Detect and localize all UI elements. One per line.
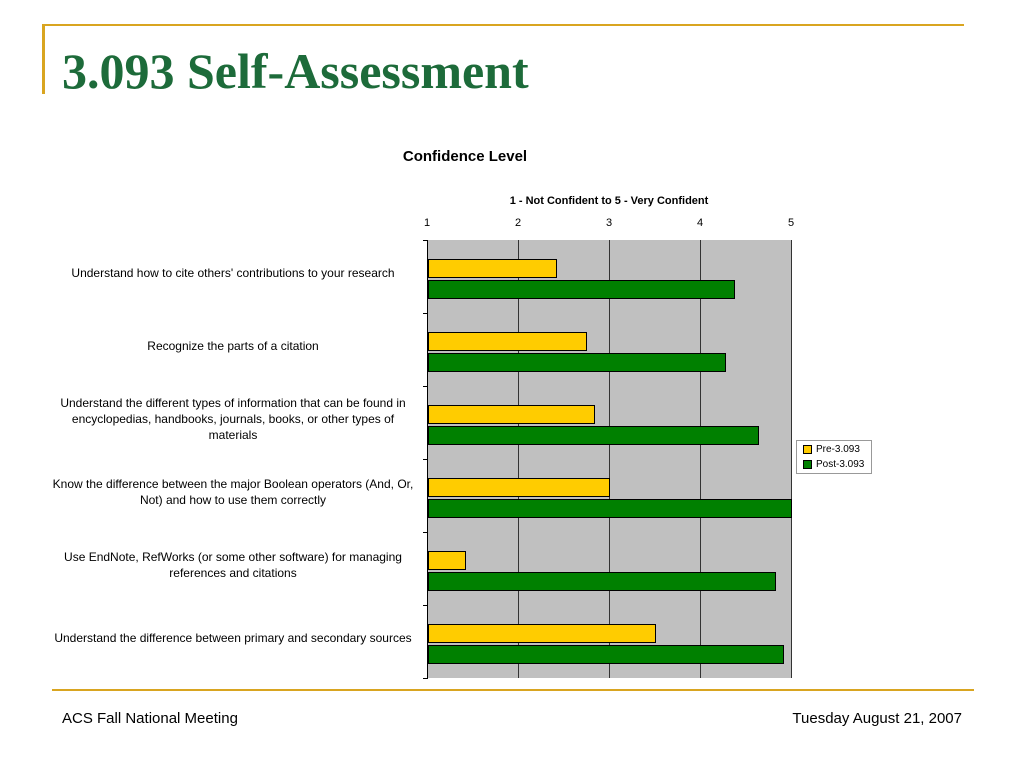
legend-item: Pre-3.093: [803, 443, 860, 456]
bar-pre: [428, 331, 588, 351]
legend-item: Post-3.093: [803, 458, 864, 471]
bar-post: [428, 571, 776, 591]
title-accent-vertical-line: [42, 24, 45, 94]
bar-post: [428, 352, 726, 372]
y-axis-tick: [423, 605, 428, 606]
legend-swatch: [803, 460, 812, 469]
x-tick-label: 4: [696, 217, 704, 229]
category-label: Understand how to cite others' contribut…: [71, 265, 395, 280]
footer-left-text: ACS Fall National Meeting: [62, 710, 238, 727]
category-label: Understand the difference between primar…: [54, 630, 412, 645]
category-label: Recognize the parts of a citation: [147, 338, 319, 353]
plot-area: [423, 240, 792, 679]
bar-pre: [428, 404, 596, 424]
bar-post: [428, 644, 784, 664]
legend-label: Post-3.093: [816, 459, 865, 470]
x-tick-label: 1: [423, 217, 431, 229]
bar-post: [428, 498, 792, 518]
x-gridline: [518, 240, 519, 678]
x-tick-label: 2: [514, 217, 522, 229]
y-axis-tick: [423, 678, 428, 679]
bar-pre: [428, 477, 610, 497]
legend-swatch: [803, 445, 812, 454]
slide-title: 3.093 Self-Assessment: [62, 43, 529, 99]
y-axis-tick: [423, 532, 428, 533]
x-gridline: [609, 240, 610, 678]
y-axis-tick: [423, 240, 428, 241]
bar-post: [428, 279, 735, 299]
chart-title: Confidence Level: [402, 148, 528, 165]
x-tick-label: 3: [605, 217, 613, 229]
category-label: Know the difference between the major Bo…: [52, 476, 414, 507]
legend: Pre-3.093 Post-3.093: [796, 440, 872, 474]
y-axis-tick: [423, 386, 428, 387]
x-tick-label: 5: [787, 217, 795, 229]
footer-right-text: Tuesday August 21, 2007: [792, 710, 962, 727]
x-gridline: [700, 240, 701, 678]
category-label: Use EndNote, RefWorks (or some other sof…: [64, 549, 402, 580]
bar-pre: [428, 258, 558, 278]
bar-pre: [428, 623, 656, 643]
x-axis-title: 1 - Not Confident to 5 - Very Confident: [509, 195, 709, 207]
footer-divider: [52, 689, 974, 691]
bar-pre: [428, 550, 467, 570]
x-gridline: [791, 240, 792, 678]
category-label: Understand the different types of inform…: [60, 395, 406, 442]
title-accent-horizontal-line: [42, 24, 964, 26]
legend-label: Pre-3.093: [816, 444, 860, 455]
bar-post: [428, 425, 760, 445]
y-axis-tick: [423, 459, 428, 460]
y-axis-tick: [423, 313, 428, 314]
